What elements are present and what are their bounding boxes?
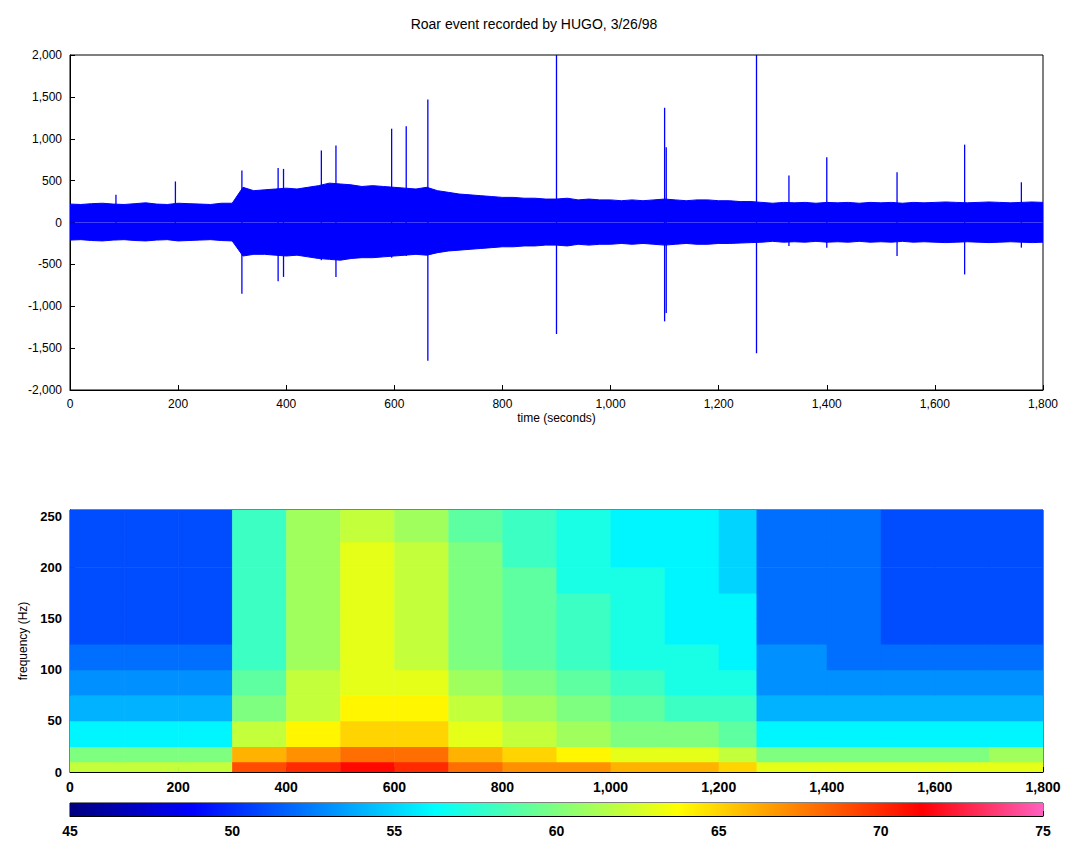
svg-text:1,000: 1,000 bbox=[596, 397, 626, 411]
svg-text:1,200: 1,200 bbox=[701, 779, 736, 795]
svg-text:0: 0 bbox=[67, 397, 74, 411]
svg-text:1,600: 1,600 bbox=[917, 779, 952, 795]
svg-text:0: 0 bbox=[55, 765, 62, 780]
svg-text:1,200: 1,200 bbox=[704, 397, 734, 411]
svg-text:75: 75 bbox=[1035, 823, 1051, 839]
svg-text:400: 400 bbox=[275, 779, 299, 795]
svg-text:-1,000: -1,000 bbox=[28, 299, 62, 313]
svg-text:400: 400 bbox=[276, 397, 296, 411]
svg-text:55: 55 bbox=[387, 823, 403, 839]
svg-text:45: 45 bbox=[62, 823, 78, 839]
svg-text:1,500: 1,500 bbox=[32, 90, 62, 104]
svg-text:1,600: 1,600 bbox=[920, 397, 950, 411]
svg-text:-2,000: -2,000 bbox=[28, 383, 62, 397]
svg-text:800: 800 bbox=[492, 397, 512, 411]
svg-text:250: 250 bbox=[40, 509, 62, 524]
svg-text:150: 150 bbox=[40, 611, 62, 626]
svg-text:2,000: 2,000 bbox=[32, 48, 62, 62]
svg-text:1,800: 1,800 bbox=[1028, 397, 1058, 411]
svg-text:70: 70 bbox=[873, 823, 889, 839]
svg-text:200: 200 bbox=[168, 397, 188, 411]
svg-text:frequency (Hz): frequency (Hz) bbox=[16, 602, 30, 681]
svg-text:1,800: 1,800 bbox=[1025, 779, 1060, 795]
svg-text:-500: -500 bbox=[38, 257, 62, 271]
svg-text:600: 600 bbox=[383, 779, 407, 795]
svg-text:1,000: 1,000 bbox=[593, 779, 628, 795]
svg-text:50: 50 bbox=[48, 713, 62, 728]
svg-text:500: 500 bbox=[42, 174, 62, 188]
svg-text:-1,500: -1,500 bbox=[28, 341, 62, 355]
svg-text:1,400: 1,400 bbox=[812, 397, 842, 411]
svg-text:100: 100 bbox=[40, 662, 62, 677]
svg-text:600: 600 bbox=[384, 397, 404, 411]
svg-text:200: 200 bbox=[40, 560, 62, 575]
svg-text:65: 65 bbox=[711, 823, 727, 839]
svg-text:Roar event recorded by HUGO, 3: Roar event recorded by HUGO, 3/26/98 bbox=[411, 16, 658, 32]
svg-text:200: 200 bbox=[166, 779, 190, 795]
svg-text:50: 50 bbox=[224, 823, 240, 839]
svg-text:0: 0 bbox=[55, 216, 62, 230]
svg-text:0: 0 bbox=[66, 779, 74, 795]
svg-text:time (seconds): time (seconds) bbox=[517, 411, 596, 425]
svg-text:800: 800 bbox=[491, 779, 515, 795]
svg-text:1,000: 1,000 bbox=[32, 132, 62, 146]
svg-text:60: 60 bbox=[549, 823, 565, 839]
svg-text:1,400: 1,400 bbox=[809, 779, 844, 795]
